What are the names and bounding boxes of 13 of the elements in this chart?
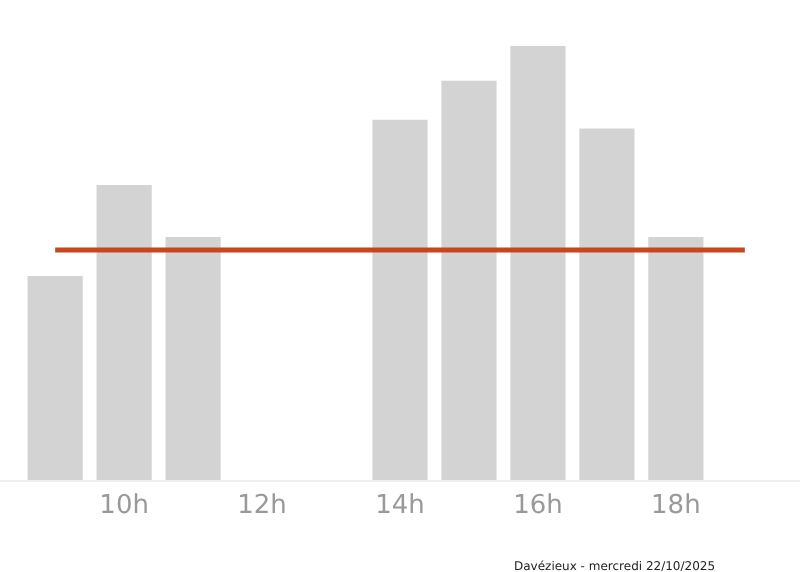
x-tick-label: 16h <box>513 491 563 522</box>
bar <box>441 80 497 480</box>
bar <box>165 236 221 480</box>
bar <box>372 119 428 480</box>
bar <box>510 46 566 480</box>
bar <box>579 128 635 480</box>
bar <box>648 236 704 480</box>
bar <box>96 184 152 480</box>
x-tick-label: 14h <box>375 491 425 522</box>
x-tick-label: 10h <box>99 491 149 522</box>
bar <box>27 276 83 480</box>
x-tick-label: 18h <box>651 491 701 522</box>
x-tick-label: 12h <box>237 491 287 522</box>
